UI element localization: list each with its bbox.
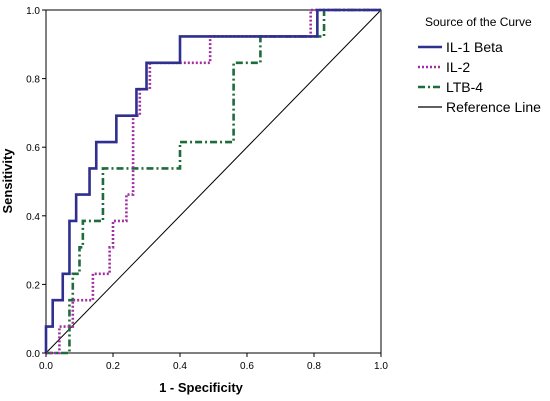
series-line-reference-line (45, 9, 382, 354)
legend-label: IL-1 Beta (446, 39, 503, 55)
x-tick-label: 0.0 (39, 361, 53, 372)
plot-area (44, 8, 382, 355)
y-tick-label: 0.2 (26, 280, 40, 291)
legend-label: Reference Line (446, 99, 541, 115)
legend-label: LTB-4 (446, 79, 483, 95)
series-line-ltb-4 (46, 8, 381, 355)
legend: Source of the Curve IL-1 Beta IL-2 LTB-4 Re… (418, 15, 541, 115)
y-tick-label: 1.0 (26, 6, 40, 17)
y-axis-title: Sensitivity (0, 148, 15, 214)
y-tick-label: 0.0 (26, 349, 40, 360)
x-tick-label: 0.2 (106, 361, 120, 372)
axes: 0.0 0.2 0.4 0.6 0.8 1.0 0.0 0.2 0.4 0.6 0.8 1.0 (26, 6, 388, 372)
x-tick-label: 1.0 (374, 361, 388, 372)
x-axis-title: 1 - Specificity (159, 380, 244, 395)
legend-title: Source of the Curve (425, 15, 532, 29)
series-line-il-2 (46, 8, 381, 355)
y-tick-label: 0.8 (26, 75, 40, 86)
x-tick-label: 0.8 (307, 361, 321, 372)
x-tick-label: 0.6 (240, 361, 254, 372)
y-tick-label: 0.4 (26, 212, 40, 223)
y-tick-label: 0.6 (26, 143, 40, 154)
x-tick-label: 0.4 (173, 361, 187, 372)
legend-label: IL-2 (446, 59, 470, 75)
series-line-il-1-beta (44, 8, 381, 353)
